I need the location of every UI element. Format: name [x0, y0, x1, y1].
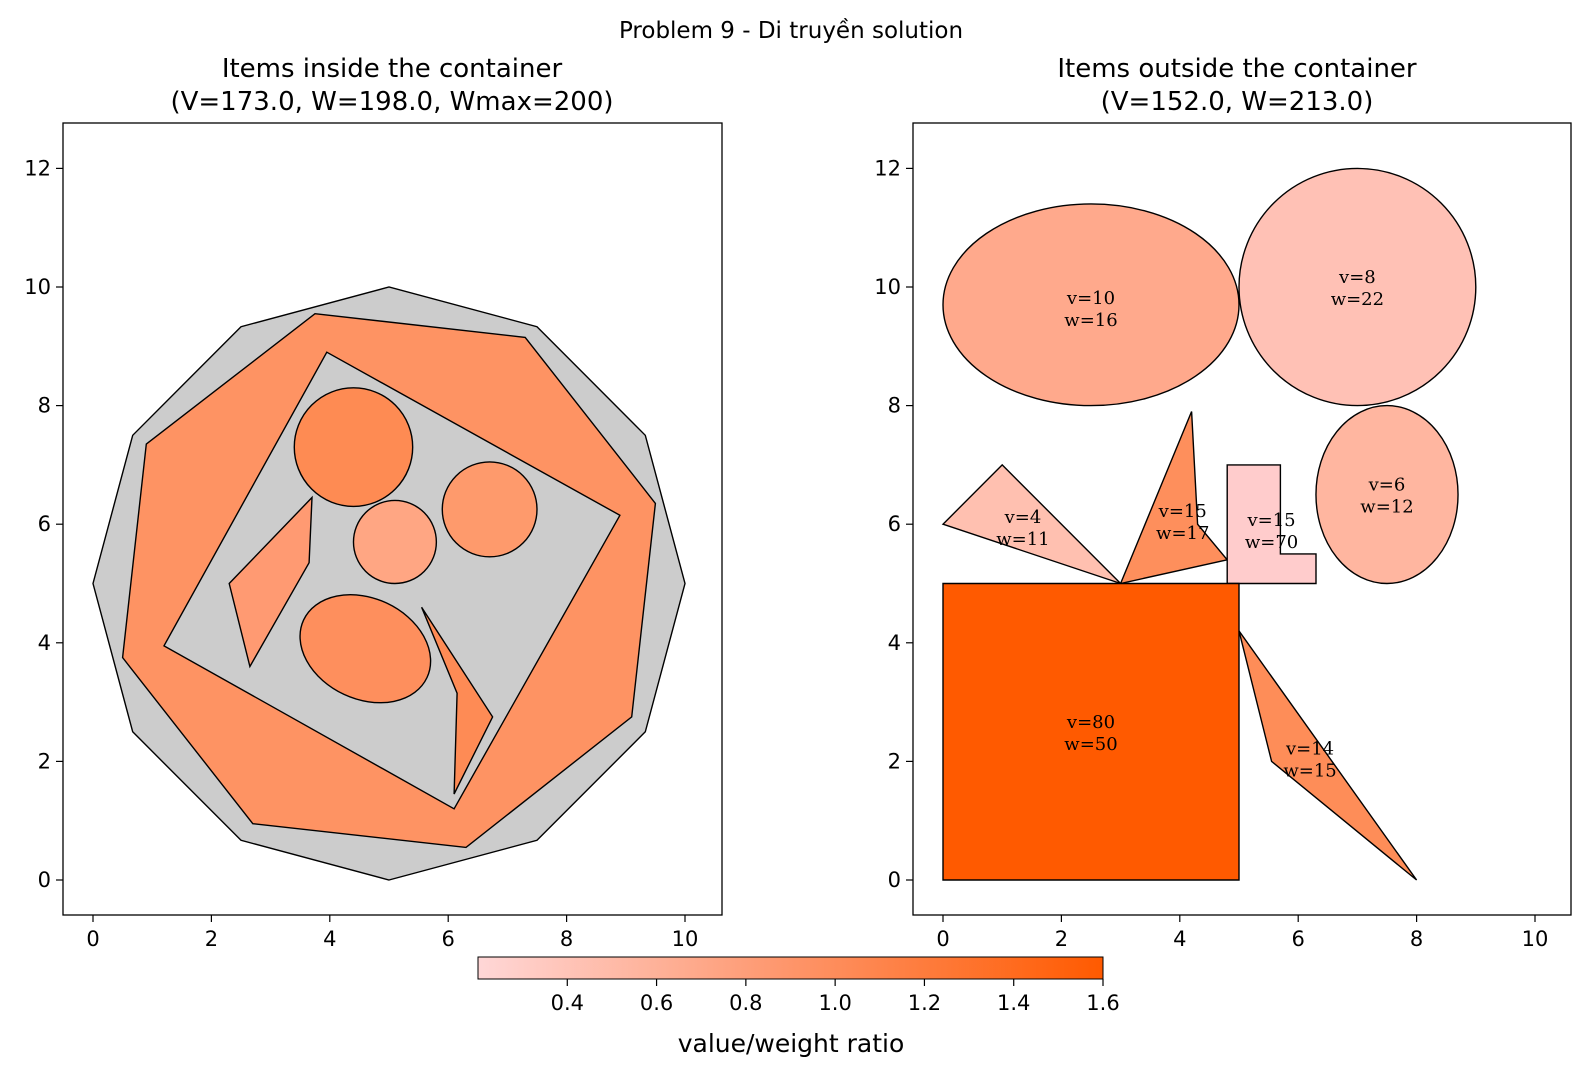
y-tick-label: 4	[888, 631, 901, 655]
figure-suptitle: Problem 9 - Di truyền solution	[619, 18, 963, 44]
y-tick-label: 2	[38, 749, 51, 773]
item-shape-0-6	[420, 606, 494, 795]
panel-inside-title-line1: Items inside the container	[222, 54, 563, 84]
y-tick-label: 12	[24, 156, 51, 180]
x-tick-label: 8	[1410, 927, 1423, 951]
y-tick-label: 0	[38, 868, 51, 892]
y-tick-label: 6	[888, 512, 901, 536]
item-label-weight: w=70	[1245, 532, 1298, 553]
colorbar-tick-label: 0.8	[729, 991, 762, 1015]
item-shape-1-3	[941, 463, 1122, 585]
panel-inside-ticks: 0 2 4 6 8 10 0 2 4 6 8 10 12	[24, 156, 698, 951]
panel-outside-shapes: v=10w=16v=8w=22v=6w=12v=4w=11v=15w=17v=1…	[941, 167, 1477, 881]
item-label-value: v=14	[1285, 738, 1334, 759]
item-label-weight: w=50	[1064, 734, 1117, 755]
item-label-weight: w=22	[1331, 289, 1384, 310]
item-label-weight: w=16	[1064, 310, 1117, 331]
item-shape-1-0	[942, 203, 1240, 407]
panel-outside-frame	[912, 122, 1572, 916]
y-tick-label: 2	[888, 749, 901, 773]
y-tick-label: 6	[38, 512, 51, 536]
y-tick-label: 8	[888, 394, 901, 418]
y-tick-label: 0	[888, 868, 901, 892]
colorbar-tick-label: 0.4	[551, 991, 584, 1015]
y-tick-label: 10	[24, 275, 51, 299]
y-tick-label: 4	[38, 631, 51, 655]
item-shape-1-5	[1226, 464, 1317, 585]
colorbar-tick-label: 0.6	[640, 991, 673, 1015]
item-shape-1-4	[1119, 411, 1229, 585]
panel-outside-ticks: 0 2 4 6 8 10 0 2 4 6 8 10 12	[874, 156, 1548, 951]
x-tick-label: 4	[323, 927, 336, 951]
item-shape-0-1	[293, 387, 414, 508]
panel-outside-title-line2: (V=152.0, W=213.0)	[1101, 87, 1374, 117]
x-tick-label: 6	[442, 927, 455, 951]
item-label-value: v=4	[1004, 507, 1042, 528]
item-label-value: v=10	[1066, 288, 1115, 309]
colorbar-bar	[477, 956, 1104, 980]
panel-outside-title-line1: Items outside the container	[1057, 54, 1417, 84]
y-tick-label: 10	[874, 275, 901, 299]
x-tick-label: 10	[672, 927, 699, 951]
item-label-value: v=15	[1246, 510, 1295, 531]
x-tick-label: 0	[936, 927, 949, 951]
item-shape-0-2	[441, 461, 538, 558]
item-shape-1-7	[1238, 630, 1418, 881]
item-shape-0-5	[299, 594, 432, 704]
item-label-weight: w=12	[1360, 497, 1413, 518]
item-label-value: v=80	[1066, 712, 1115, 733]
colorbar-tick-label: 1.0	[818, 991, 851, 1015]
item-label-weight: w=11	[996, 529, 1049, 550]
colorbar: 0.4 0.6 0.8 1.0 1.2 1.4 1.6 value/weight ratio	[477, 956, 1120, 1058]
colorbar-tick-label: 1.6	[1086, 991, 1119, 1015]
panel-inside-frame	[62, 122, 723, 916]
item-label-value: v=15	[1158, 501, 1207, 522]
panel-outside: Items outside the container (V=152.0, W=…	[874, 54, 1572, 951]
item-label-value: v=8	[1338, 267, 1376, 288]
item-shape-1-1	[1238, 167, 1477, 407]
y-tick-label: 12	[874, 156, 901, 180]
x-tick-label: 8	[560, 927, 573, 951]
colorbar-label: value/weight ratio	[678, 1029, 905, 1058]
x-tick-label: 6	[1292, 927, 1305, 951]
item-label-weight: w=17	[1156, 523, 1209, 544]
panel-inside-shapes	[92, 286, 686, 881]
item-label-value: v=6	[1368, 475, 1406, 496]
item-shape-0-0	[121, 312, 657, 849]
x-tick-label: 4	[1173, 927, 1186, 951]
panel-inside-title-line2: (V=173.0, W=198.0, Wmax=200)	[170, 87, 613, 117]
item-shape-0-3	[352, 499, 438, 585]
x-tick-label: 2	[1055, 927, 1068, 951]
x-tick-label: 2	[205, 927, 218, 951]
item-shape-1-6	[942, 582, 1240, 881]
item-shape-1-2	[1315, 404, 1459, 585]
x-tick-label: 10	[1522, 927, 1549, 951]
colorbar-ticks: 0.4 0.6 0.8 1.0 1.2 1.4 1.6	[551, 979, 1120, 1015]
y-tick-label: 8	[38, 394, 51, 418]
item-shape-0-4	[228, 495, 313, 669]
item-label-weight: w=15	[1283, 760, 1336, 781]
panel-inside: Items inside the container (V=173.0, W=1…	[24, 54, 723, 951]
colorbar-tick-label: 1.2	[908, 991, 941, 1015]
x-tick-label: 0	[86, 927, 99, 951]
colorbar-tick-label: 1.4	[997, 991, 1030, 1015]
